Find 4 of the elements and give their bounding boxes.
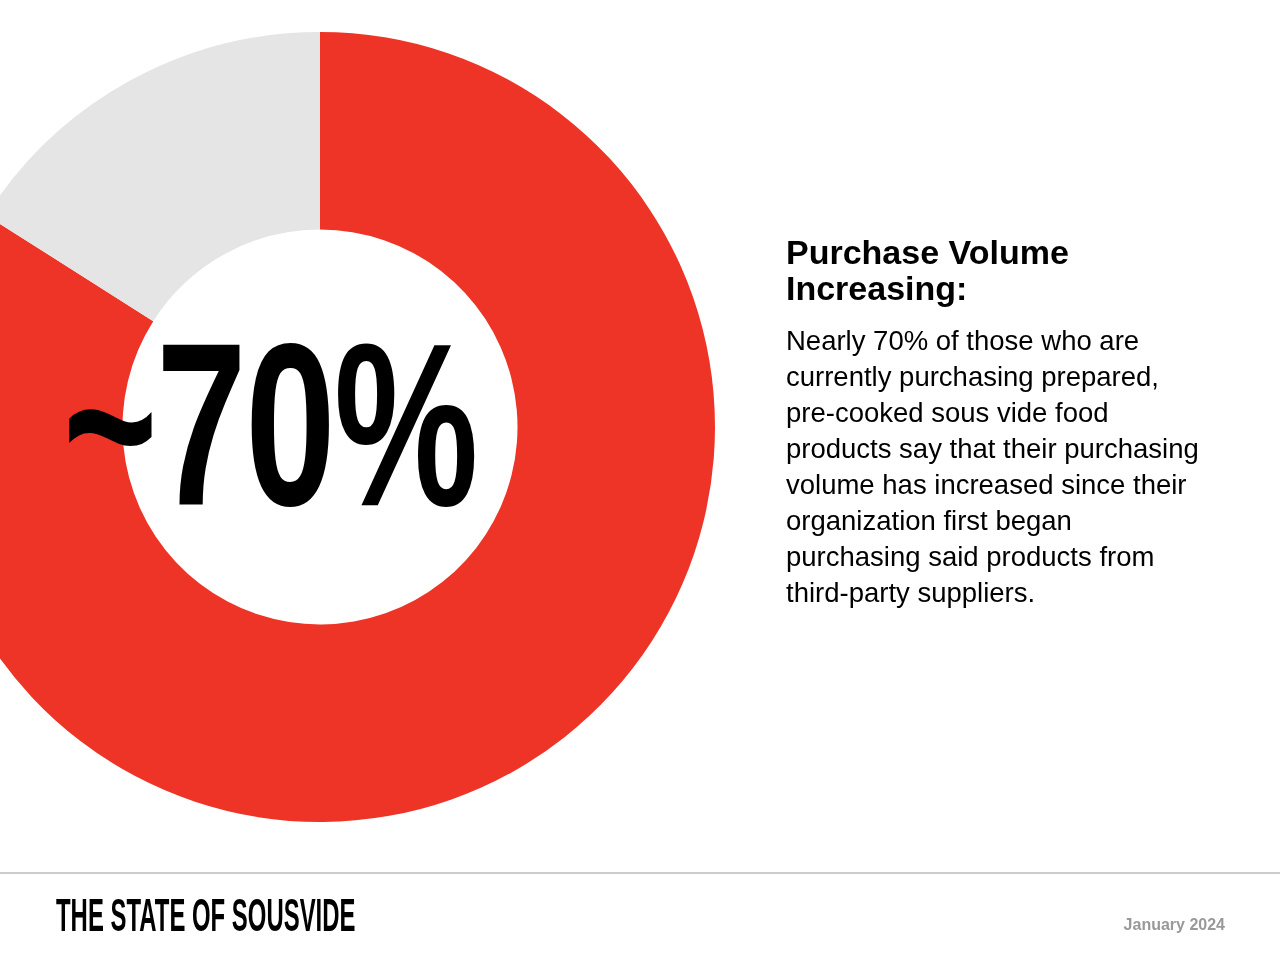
text: Nearly 70% of those who are currently purchasing prepared, pre-cooked sous vide food products say that their purchasing volume has increased since their organization first began purchasing said products from third-party suppliers. xyxy=(786,324,1200,610)
text: THE STATE OF SOUSVIDE xyxy=(56,889,356,941)
text: January 2024 xyxy=(1123,915,1225,935)
text: Purchase Volume Increasing: xyxy=(786,233,1070,307)
